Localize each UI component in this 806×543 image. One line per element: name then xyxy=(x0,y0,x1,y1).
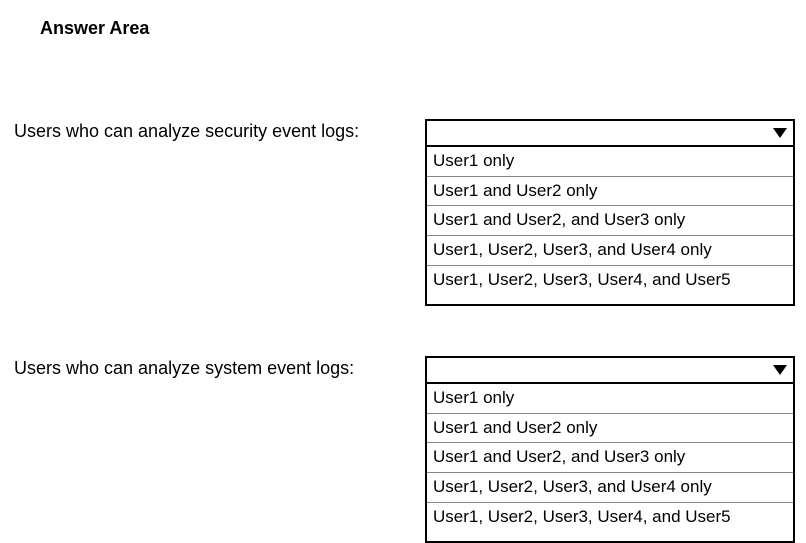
option-item[interactable]: User1, User2, User3, User4, and User5 xyxy=(427,266,793,305)
question-label-system: Users who can analyze system event logs: xyxy=(10,356,425,379)
options-list-system: User1 only User1 and User2 only User1 an… xyxy=(425,384,795,543)
chevron-down-icon xyxy=(773,128,787,138)
option-item[interactable]: User1 only xyxy=(427,384,793,414)
dropdown-selector-security[interactable] xyxy=(425,119,795,147)
question-row-system-logs: Users who can analyze system event logs:… xyxy=(10,356,796,543)
answer-area-heading: Answer Area xyxy=(40,18,796,39)
dropdown-selector-system[interactable] xyxy=(425,356,795,384)
chevron-down-icon xyxy=(773,365,787,375)
option-item[interactable]: User1 and User2, and User3 only xyxy=(427,206,793,236)
question-row-security-logs: Users who can analyze security event log… xyxy=(10,119,796,306)
dropdown-block-security: User1 only User1 and User2 only User1 an… xyxy=(425,119,795,306)
option-item[interactable]: User1, User2, User3, and User4 only xyxy=(427,473,793,503)
option-item[interactable]: User1 and User2 only xyxy=(427,414,793,444)
question-label-security: Users who can analyze security event log… xyxy=(10,119,425,142)
dropdown-block-system: User1 only User1 and User2 only User1 an… xyxy=(425,356,795,543)
option-item[interactable]: User1 and User2, and User3 only xyxy=(427,443,793,473)
option-item[interactable]: User1, User2, User3, User4, and User5 xyxy=(427,503,793,542)
options-list-security: User1 only User1 and User2 only User1 an… xyxy=(425,147,795,306)
option-item[interactable]: User1, User2, User3, and User4 only xyxy=(427,236,793,266)
option-item[interactable]: User1 and User2 only xyxy=(427,177,793,207)
option-item[interactable]: User1 only xyxy=(427,147,793,177)
